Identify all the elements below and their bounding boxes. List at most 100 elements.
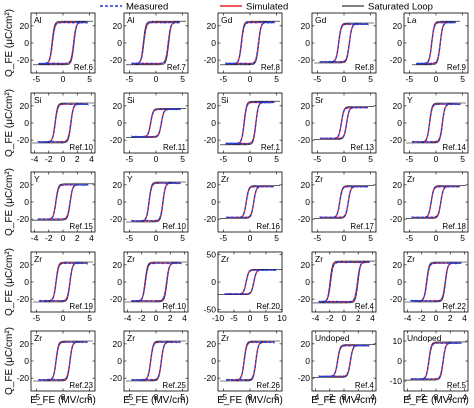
simulated-loop-line <box>412 185 460 219</box>
x-tick-label: -5 <box>220 154 228 164</box>
x-tick-label: 0 <box>61 392 66 402</box>
simulated-loop-line <box>226 101 274 145</box>
measured-loop-line <box>38 21 88 65</box>
reference-label: Ref.5 <box>447 381 467 390</box>
x-tick-label: 0 <box>248 154 253 164</box>
y-tick-label: 0 <box>397 356 402 366</box>
x-tick-label: -5 <box>33 74 41 84</box>
x-tick-label: 4 <box>370 392 375 402</box>
x-tick-label: -5 <box>230 313 238 323</box>
x-tick-label: -10 <box>212 313 225 323</box>
x-tick-label: 5 <box>368 74 373 84</box>
reference-label: Ref.4 <box>355 302 375 311</box>
x-tick-label: 0 <box>154 313 159 323</box>
x-tick-label: 5 <box>274 233 279 243</box>
y-tick-label: 20 <box>20 260 30 270</box>
y-tick-label: 20 <box>113 180 123 190</box>
simulated-loop-line <box>226 21 274 65</box>
y-tick-label: 20 <box>301 339 311 349</box>
x-tick-label: 0 <box>61 74 66 84</box>
x-tick-label: 0 <box>154 233 159 243</box>
x-tick-label: -2 <box>418 313 426 323</box>
simulated-loop-line <box>319 261 369 303</box>
x-tick-label: 0 <box>434 313 439 323</box>
x-tick-label: 5 <box>460 74 465 84</box>
x-tick-label: -5 <box>220 392 228 402</box>
legend-label: Saturated Loop <box>368 2 433 13</box>
y-tick-label: 0 <box>305 356 310 366</box>
reference-label: Ref.18 <box>442 222 466 231</box>
saturated-loop-line <box>31 183 95 221</box>
hysteresis-panel: -5 0 5 -20 0 20 Y Ref.10 <box>110 171 189 243</box>
simulated-loop-line <box>132 21 180 65</box>
x-axis-labels: E_FE (MV/cm) E_FE (MV/cm) E_FE (MV/cm) E_FE… <box>30 395 469 406</box>
simulated-loop-line <box>38 184 88 220</box>
dopant-label: Gd <box>221 15 233 25</box>
y-tick-label: 0 <box>211 118 216 128</box>
saturated-loop-line <box>126 340 186 382</box>
y-axis-label: Q_FE (μC/cm²) <box>4 248 15 316</box>
x-axis-label: E_FE (MV/cm) <box>123 395 189 406</box>
hysteresis-panel: -5 0 5 -20 0 20 Al Ref.6 <box>17 12 96 84</box>
measured-loop-line <box>130 262 182 302</box>
y-tick-label: 20 <box>113 21 123 31</box>
x-tick-label: 0 <box>342 74 347 84</box>
saturated-loop-line <box>126 20 186 66</box>
saturated-loop-line <box>404 341 468 381</box>
measured-loop-line <box>318 344 370 378</box>
y-tick-label: 20 <box>20 180 30 190</box>
saturated-loop-line <box>220 185 280 219</box>
dopant-label: Si <box>127 95 135 105</box>
saturated-loop-line <box>406 185 466 219</box>
y-tick-label: 0 <box>24 356 29 366</box>
dopant-label: Y <box>127 174 133 184</box>
x-tick-label: -4 <box>404 392 412 402</box>
legend-label: Measured <box>126 2 168 13</box>
y-tick-label: 20 <box>113 260 123 270</box>
dopant-label: Undoped <box>315 333 350 343</box>
x-tick-label: 5 <box>87 313 92 323</box>
measured-loop-line <box>410 341 462 381</box>
measured-loop-line <box>37 103 89 143</box>
x-tick-label: 5 <box>460 233 465 243</box>
y-tick-label: 0 <box>397 118 402 128</box>
reference-label: Ref.10 <box>162 302 186 311</box>
measured-loop-line <box>416 20 456 65</box>
x-tick-label: -2 <box>138 313 146 323</box>
x-tick-label: 5 <box>180 392 185 402</box>
x-tick-label: 5 <box>274 74 279 84</box>
x-tick-label: 0 <box>434 392 439 402</box>
y-tick-label: 0 <box>211 356 216 366</box>
y-tick-label: -20 <box>390 135 403 145</box>
reference-label: Ref.9 <box>447 63 467 72</box>
y-tick-label: 20 <box>301 180 311 190</box>
saturated-loop-line <box>126 108 186 138</box>
hysteresis-panel: -5 0 5 -20 0 20 Zr Ref.17 <box>298 171 377 243</box>
plot-area <box>126 20 186 66</box>
x-tick-label: -4 <box>312 313 320 323</box>
reference-label: Ref.23 <box>69 381 93 390</box>
dopant-label: Zr <box>315 174 323 184</box>
x-tick-label: 4 <box>89 233 94 243</box>
y-tick-label: 0 <box>397 38 402 48</box>
x-tick-label: -5 <box>33 392 41 402</box>
simulated-loop-line <box>39 21 87 65</box>
x-tick-label: 2 <box>448 313 453 323</box>
y-tick-label: -20 <box>390 55 403 65</box>
x-tick-label: 0 <box>248 313 253 323</box>
plot-area <box>314 22 374 64</box>
y-tick-label: 20 <box>393 180 403 190</box>
hysteresis-panel: -5 0 5 -20 0 20 Zr Ref.23 <box>17 330 96 402</box>
y-tick-label: 0 <box>24 118 29 128</box>
x-tick-label: -5 <box>220 74 228 84</box>
y-tick-label: 20 <box>20 101 30 111</box>
x-tick-label: 0 <box>154 154 159 164</box>
measured-loop-line <box>319 22 369 63</box>
legend-entry: Simulated <box>220 2 288 13</box>
measured-loop-line <box>225 185 275 219</box>
y-tick-label: -50 <box>204 304 217 314</box>
measured-loop-line <box>410 261 462 303</box>
y-axis-labels: Q_FE (μC/cm²) Q_FE (μC/cm²) Q_FE (μC/cm²) Q… <box>4 9 15 395</box>
